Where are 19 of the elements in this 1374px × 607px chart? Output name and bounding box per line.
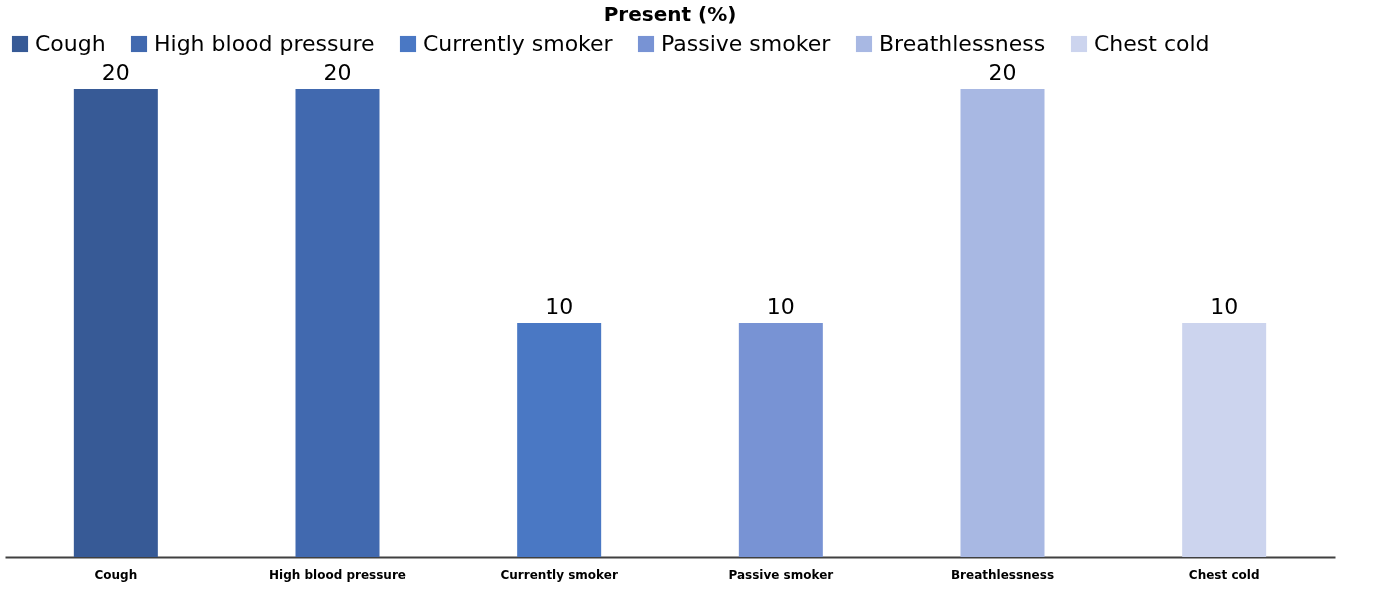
legend-label: Cough <box>35 31 106 56</box>
x-tick-label: High blood pressure <box>269 567 406 582</box>
x-tick-label: Passive smoker <box>728 567 834 582</box>
x-tick-label: Currently smoker <box>500 567 618 582</box>
legend-label: Breathlessness <box>879 31 1046 56</box>
data-label: 10 <box>1210 294 1239 319</box>
data-label: 20 <box>988 60 1017 85</box>
legend-label: Passive smoker <box>661 31 832 56</box>
chart-title: Present (%) <box>603 2 737 26</box>
legend-label: Currently smoker <box>423 31 614 56</box>
data-label: 20 <box>101 60 130 85</box>
x-tick-label: Cough <box>94 567 138 582</box>
data-label: 10 <box>545 294 574 319</box>
legend-label: High blood pressure <box>154 31 375 56</box>
legend-label: Chest cold <box>1094 31 1210 56</box>
x-tick-label: Chest cold <box>1188 567 1260 582</box>
data-label: 10 <box>766 294 795 319</box>
data-label: 20 <box>323 60 352 85</box>
x-tick-label: Breathlessness <box>950 567 1055 582</box>
